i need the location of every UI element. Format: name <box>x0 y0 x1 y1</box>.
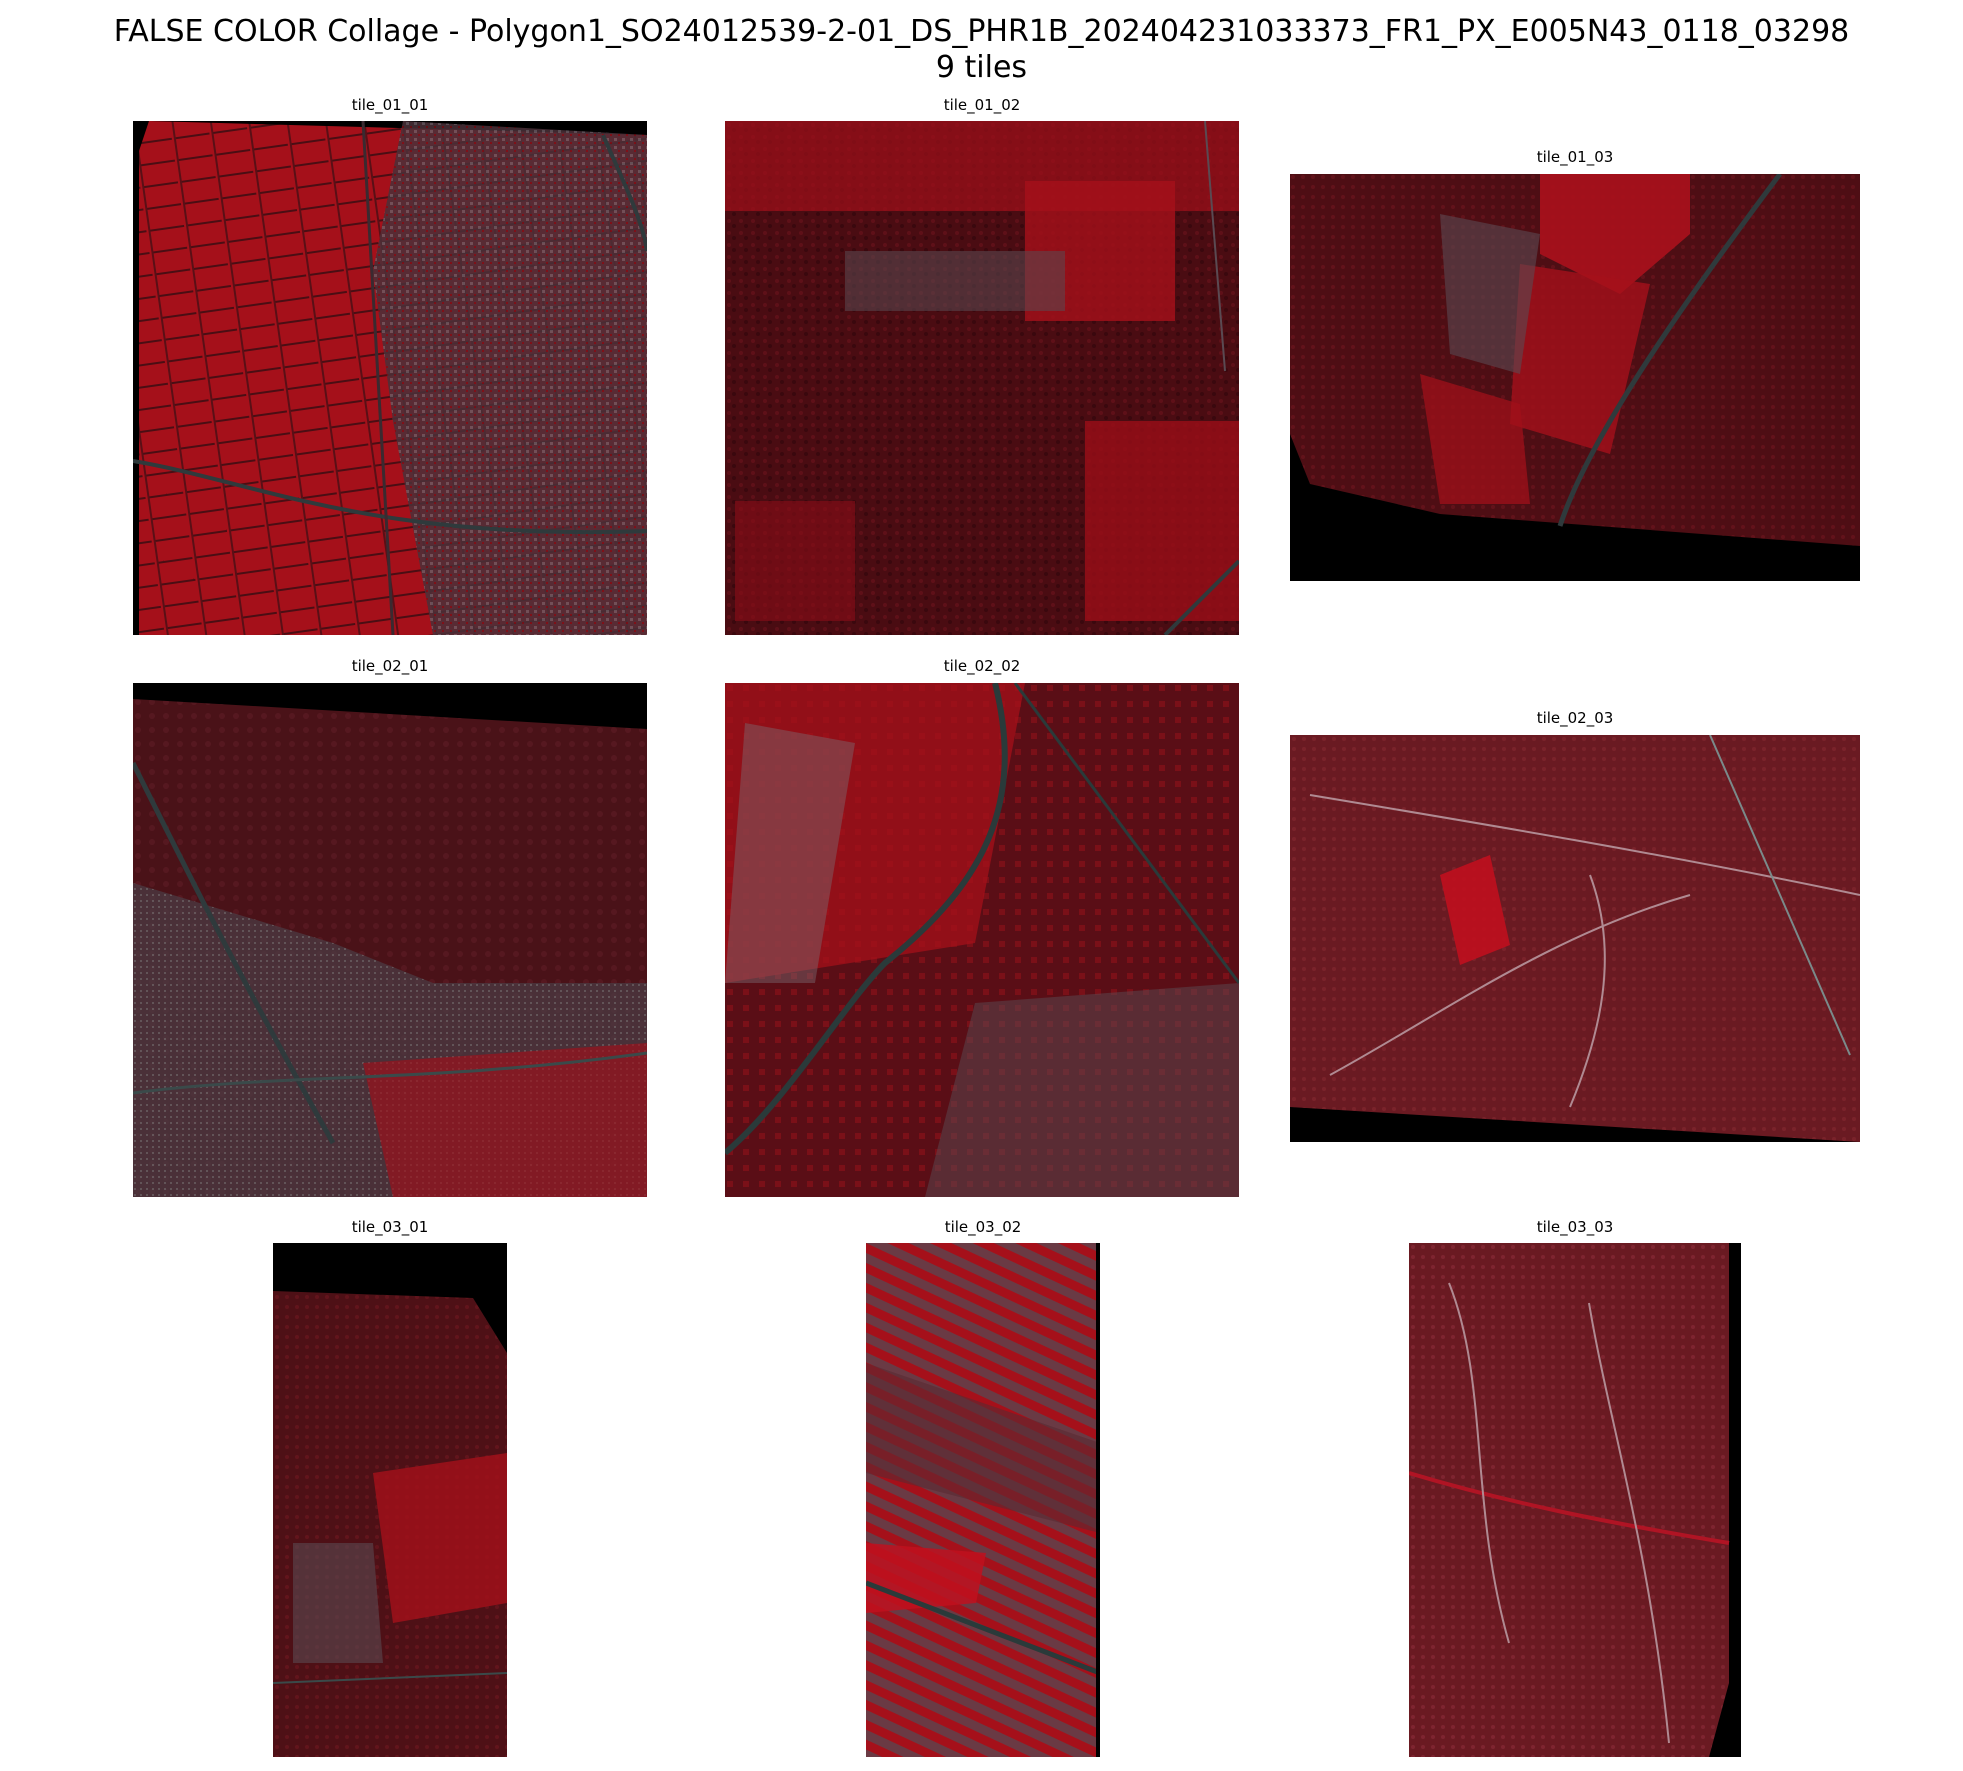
tile-image <box>133 121 647 635</box>
figure-title-line1: FALSE COLOR Collage - Polygon1_SO2401253… <box>113 14 1850 49</box>
tile-image <box>273 1243 507 1757</box>
tile-image <box>1290 174 1860 581</box>
tile-label: tile_02_03 <box>1536 709 1614 727</box>
tile-label: tile_03_02 <box>944 1218 1022 1236</box>
tile-label: tile_03_03 <box>1536 1218 1614 1236</box>
tile-image <box>866 1243 1100 1757</box>
tile-image <box>725 121 1239 635</box>
tile-image <box>133 683 647 1197</box>
tile-label: tile_01_03 <box>1536 148 1614 166</box>
tile-label: tile_01_01 <box>351 96 429 114</box>
tile-image <box>1409 1243 1741 1757</box>
figure-title-line2: 9 tiles <box>935 50 1028 85</box>
tile-image <box>725 683 1239 1197</box>
tile-label: tile_02_02 <box>943 657 1021 675</box>
tile-image <box>1290 735 1860 1142</box>
tile-label: tile_01_02 <box>943 96 1021 114</box>
tile-label: tile_03_01 <box>351 1218 429 1236</box>
tile-label: tile_02_01 <box>351 657 429 675</box>
